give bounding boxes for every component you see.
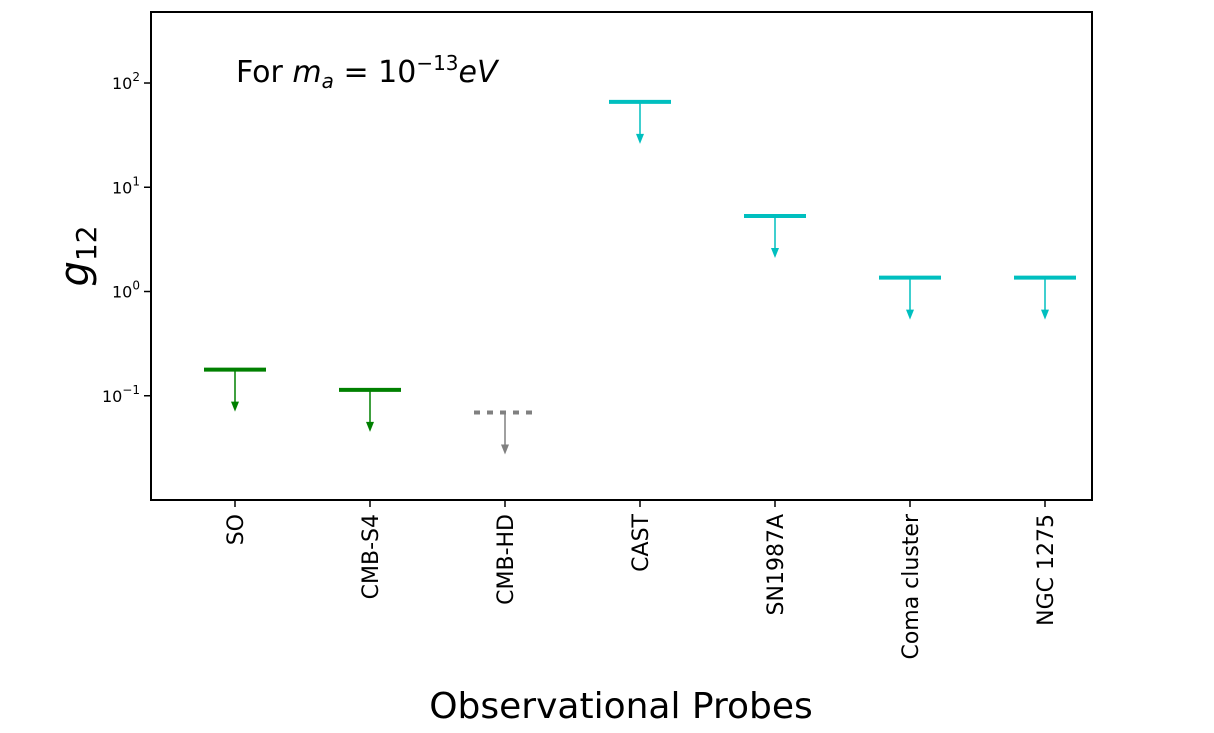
arrow-head (366, 421, 374, 432)
x-tick-label: SO (224, 514, 249, 545)
arrow-head (1041, 309, 1049, 320)
x-tick-label: SN1987A (764, 514, 789, 615)
arrow-head (636, 133, 644, 144)
y-tick-label: 101 (112, 174, 140, 197)
x-tick-label: CAST (629, 513, 654, 571)
arrow-head (231, 401, 239, 412)
y-tick-label: 100 (112, 279, 140, 302)
annotation-part: a (322, 69, 334, 93)
annotation-part: m (292, 55, 321, 90)
plot-frame (150, 11, 1093, 501)
y-label-subscript: 12 (70, 225, 103, 261)
annotation-part: eV (459, 55, 500, 90)
arrow-head (906, 309, 914, 320)
y-label-symbol: g (52, 261, 98, 286)
annotation-part: For (236, 55, 292, 90)
y-tick-label: 102 (112, 70, 140, 93)
y-tick-label: 10−1 (102, 383, 140, 406)
annotation-part: = 10 (334, 55, 416, 90)
x-tick-label: NGC 1275 (1034, 514, 1059, 626)
x-tick-label: Coma cluster (899, 513, 924, 660)
arrow-head (501, 444, 509, 455)
y-axis-label: g12 (52, 225, 103, 286)
x-tick-label: CMB-HD (494, 514, 519, 605)
annotation: For ma = 10−13eV (236, 51, 500, 93)
annotation-part: −13 (416, 51, 458, 75)
x-tick-label: CMB-S4 (359, 514, 384, 599)
x-axis-label: Observational Probes (429, 686, 813, 727)
arrow-head (771, 248, 779, 259)
